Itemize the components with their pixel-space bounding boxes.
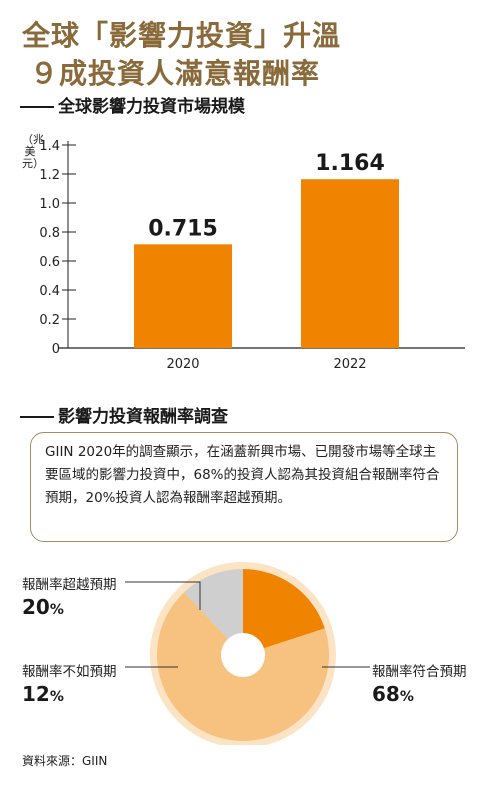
heading-dash	[20, 106, 54, 108]
pie-label-value: 12%	[22, 682, 117, 706]
title-line-1: 全球「影響力投資」升溫	[22, 19, 342, 52]
pie-leader-line	[125, 581, 201, 610]
pie-value-number: 68	[372, 682, 400, 706]
bar-2020	[134, 244, 232, 348]
pie-label-exceeds: 報酬率超越預期 20%	[22, 573, 117, 619]
x-tick-label: 2020	[166, 357, 199, 372]
pie-slice-12	[184, 569, 243, 655]
title-line-2: ９成投資人滿意報酬率	[30, 57, 321, 90]
section-heading-return-survey: 影響力投資報酬率調查	[20, 402, 228, 427]
survey-note-box: GIIN 2020年的調查顯示，在涵蓋新興市場、已開發市場等全球主要區域的影響力…	[30, 432, 458, 542]
source-note: 資料來源：GIIN	[22, 754, 108, 768]
pie-label-name: 報酬率不如預期	[22, 664, 117, 680]
y-axis-unit: （兆美元）	[22, 134, 44, 170]
pie-value-unit: %	[49, 602, 64, 618]
pie-center-hole	[221, 633, 265, 677]
bar-value-label: 1.164	[315, 151, 385, 176]
y-tick-label: 0.4	[39, 284, 60, 299]
pie-value-number: 20	[22, 595, 50, 619]
y-tick-label: 0.8	[39, 226, 60, 241]
pie-slice-20	[243, 569, 325, 655]
section-heading-text: 影響力投資報酬率調查	[58, 407, 228, 427]
y-tick-label: 1.4	[39, 139, 60, 154]
pie-value-unit: %	[49, 689, 64, 705]
y-tick-label: 0.6	[39, 255, 60, 270]
y-tick-label: 0.2	[39, 313, 60, 328]
bar-value-label: 0.715	[148, 216, 218, 241]
y-axis-unit-text: （兆美元）	[22, 133, 44, 170]
pie-label-meets: 報酬率符合預期 68%	[372, 660, 467, 706]
pie-label-below: 報酬率不如預期 12%	[22, 660, 117, 706]
bar-2022	[301, 179, 399, 348]
x-tick-label: 2022	[333, 357, 366, 372]
pie-label-value: 68%	[372, 682, 467, 706]
pie-chart	[125, 562, 370, 745]
y-tick-label: 1.2	[39, 168, 60, 183]
y-tick-label: 1.0	[39, 197, 60, 212]
section-heading-text: 全球影響力投資市場規模	[58, 97, 245, 117]
survey-note-text: GIIN 2020年的調查顯示，在涵蓋新興市場、已開發市場等全球主要區域的影響力…	[45, 444, 440, 506]
pie-label-value: 20%	[22, 595, 117, 619]
pie-value-unit: %	[399, 689, 414, 705]
heading-dash	[20, 416, 54, 418]
pie-label-name: 報酬率超越預期	[22, 577, 117, 593]
y-tick-label: 0	[52, 342, 60, 357]
pie-value-number: 12	[22, 682, 50, 706]
pie-label-name: 報酬率符合預期	[372, 664, 467, 680]
section-heading-market-size: 全球影響力投資市場規模	[20, 92, 245, 117]
bar-chart: 0 0.2 0.4 0.6 0.8 1.0 1.2 1.4 0.715 2020 1.164 2022	[39, 139, 465, 372]
